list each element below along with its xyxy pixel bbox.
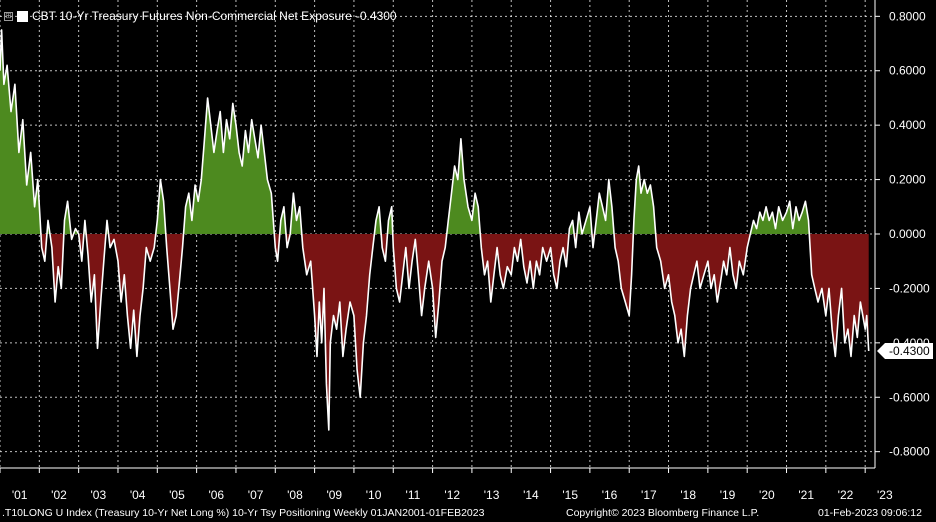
x-tick-label: '09 bbox=[326, 488, 342, 502]
footer: .T10LONG U Index (Treasury 10-Yr Net Lon… bbox=[0, 505, 936, 522]
y-tick-label: 0.8000 bbox=[889, 9, 926, 23]
negative-area bbox=[0, 234, 869, 430]
area-fills bbox=[0, 29, 869, 430]
legend-last-value: -0.4300 bbox=[355, 9, 397, 23]
x-tick-label: '20 bbox=[759, 488, 775, 502]
y-axis: 0.8000 0.6000 0.4000 0.2000 0.0000 -0.2000 -0.… bbox=[874, 0, 930, 468]
legend-toggle-icon[interactable]: ⊞ bbox=[4, 11, 13, 21]
y-tick-label: -0.8000 bbox=[889, 445, 930, 459]
x-tick-label: '08 bbox=[287, 488, 303, 502]
x-tick-label: '13 bbox=[484, 488, 500, 502]
x-tick-label: '11 bbox=[406, 488, 421, 502]
legend-swatch bbox=[17, 10, 28, 22]
x-axis: '01 '02 '03 '04 '05 '06 '07 '08 '09 '10 '11 '12 '13 '… bbox=[0, 467, 893, 502]
series-line bbox=[0, 29, 870, 431]
x-tick-label: '18 bbox=[680, 488, 696, 502]
legend: ⊞ CBT 10-Yr Treasury Futures Non-Commerc… bbox=[4, 8, 397, 24]
footer-copyright: Copyright© 2023 Bloomberg Finance L.P. bbox=[566, 507, 760, 519]
footer-timestamp: 01-Feb-2023 09:06:12 bbox=[818, 507, 922, 519]
x-tick-label: '02 bbox=[51, 488, 67, 502]
last-value-tag bbox=[877, 343, 933, 359]
y-tick-label: 0.6000 bbox=[889, 64, 926, 78]
x-tick-label: '23 bbox=[877, 488, 893, 502]
x-tick-label: '19 bbox=[720, 488, 736, 502]
positive-area bbox=[0, 29, 869, 234]
y-tick-label: 0.4000 bbox=[889, 118, 926, 132]
x-tick-label: '04 bbox=[130, 488, 146, 502]
x-tick-label: '12 bbox=[444, 488, 460, 502]
footer-index-label: .T10LONG U Index (Treasury 10-Yr Net Lon… bbox=[2, 507, 485, 519]
x-tick-label: '16 bbox=[602, 488, 618, 502]
x-tick-label: '01 bbox=[12, 488, 28, 502]
x-tick-label: '22 bbox=[838, 488, 854, 502]
x-tick-label: '21 bbox=[798, 488, 814, 502]
y-tick-label: -0.2000 bbox=[889, 281, 930, 295]
legend-title: CBT 10-Yr Treasury Futures Non-Commercia… bbox=[32, 9, 352, 23]
x-tick-label: '15 bbox=[562, 488, 578, 502]
x-tick-label: '06 bbox=[208, 488, 224, 502]
y-tick-label: 0.0000 bbox=[889, 227, 926, 241]
x-tick-label: '03 bbox=[90, 488, 106, 502]
x-tick-label: '17 bbox=[641, 488, 657, 502]
x-tick-label: '05 bbox=[169, 488, 185, 502]
series-line-path bbox=[0, 29, 870, 431]
y-tick-label: 0.2000 bbox=[889, 173, 926, 187]
last-value-tag-label: -0.4300 bbox=[889, 344, 930, 358]
x-tick-label: '10 bbox=[366, 488, 382, 502]
y-tick-label: -0.6000 bbox=[889, 390, 930, 404]
x-tick-label: '14 bbox=[523, 488, 539, 502]
x-tick-label: '07 bbox=[248, 488, 264, 502]
last-value-marker: -0.4300 bbox=[877, 343, 933, 359]
